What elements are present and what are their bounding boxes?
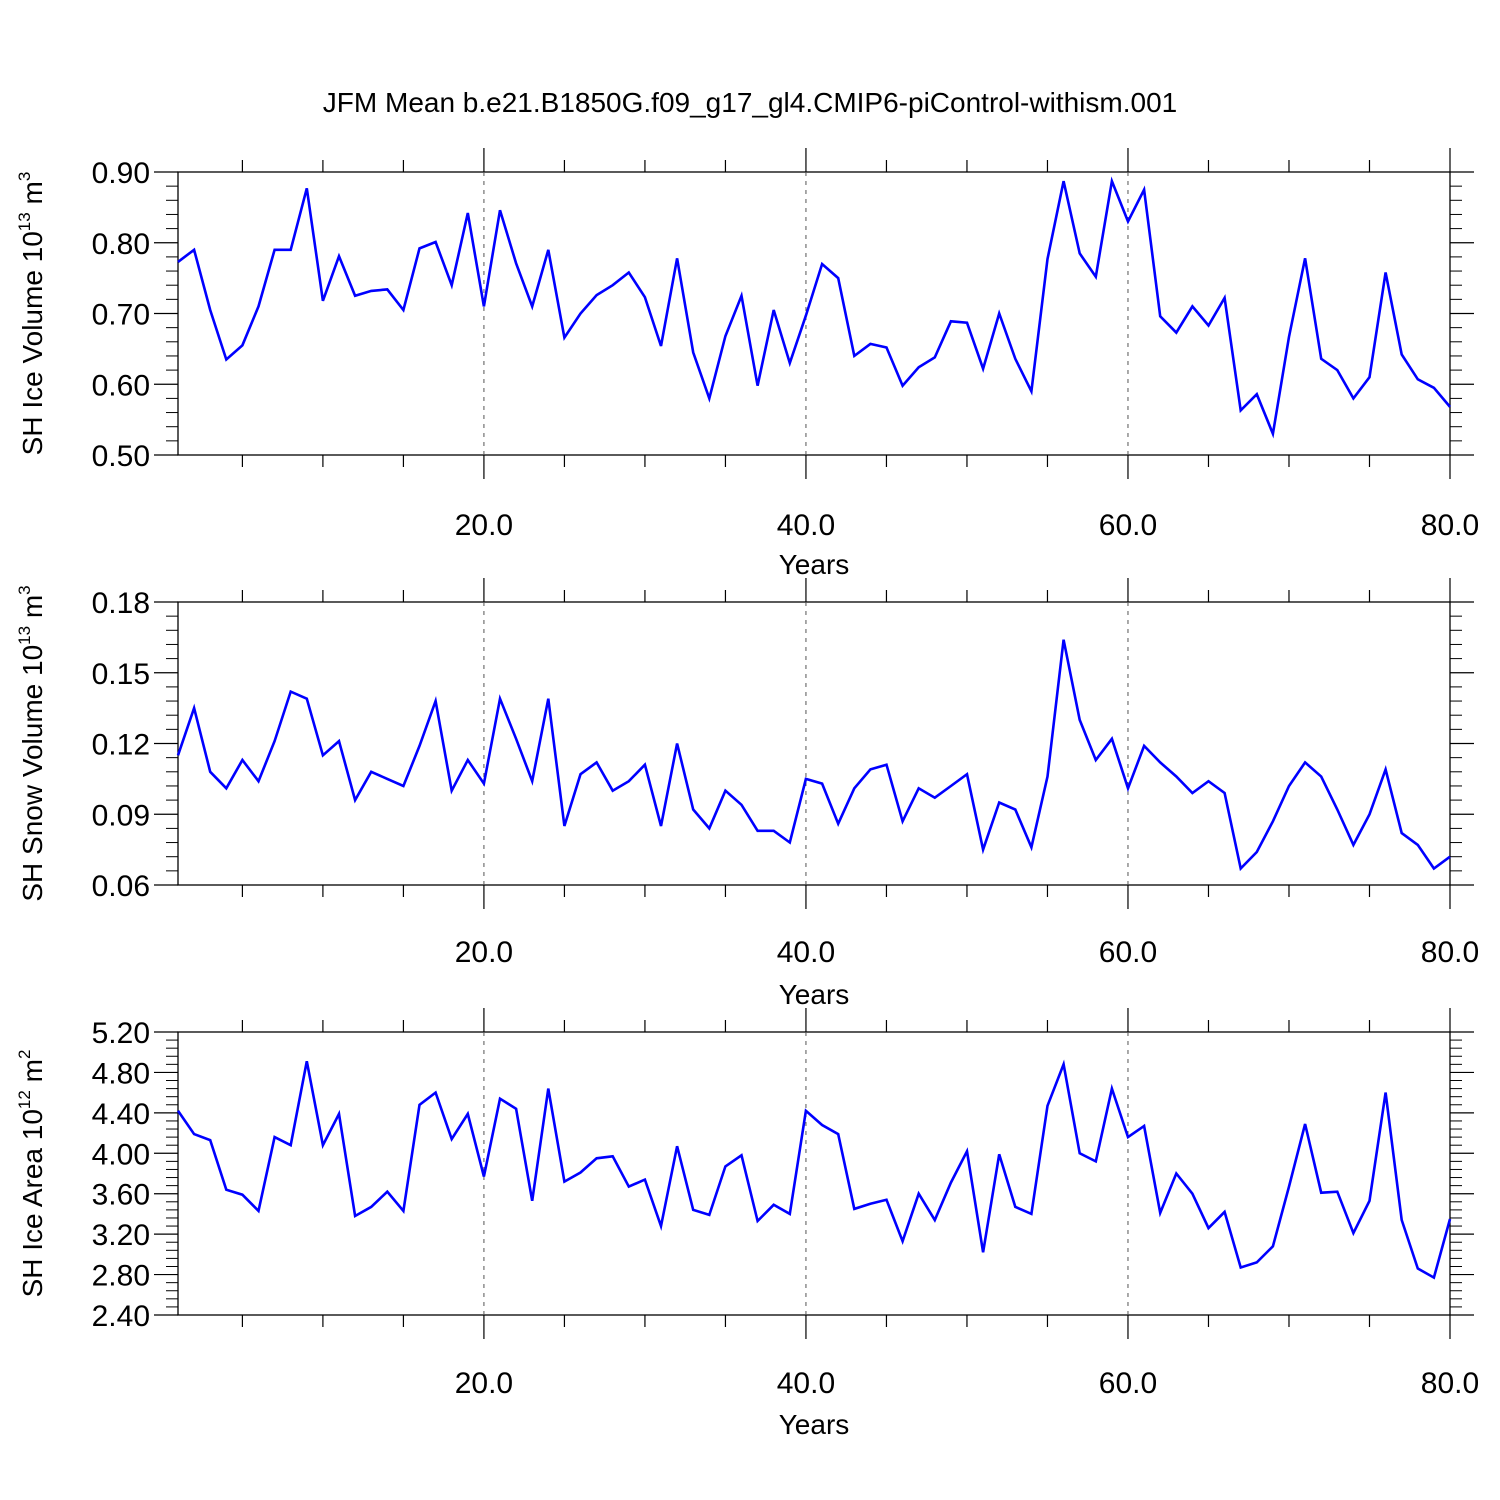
y-axis-label: SH Ice Volume 1013 m3 <box>15 172 48 456</box>
y-tick-label: 0.70 <box>92 299 150 332</box>
x-tick-label: 80.0 <box>1421 1367 1479 1400</box>
series-line <box>176 1059 1452 1280</box>
x-tick-label: 40.0 <box>777 1367 835 1400</box>
y-tick-label: 0.18 <box>92 587 150 620</box>
x-axis-label: Years <box>779 979 850 1010</box>
y-tick-label: 3.60 <box>92 1179 150 1212</box>
x-tick-label: 20.0 <box>455 1367 513 1400</box>
x-tick-label: 20.0 <box>455 509 513 542</box>
y-axis-label-superscript: 3 <box>15 585 34 594</box>
y-axis-label-part: SH Ice Volume 10 <box>17 231 48 455</box>
plot-frame <box>177 601 1451 886</box>
y-axis-label-part: m <box>17 181 48 212</box>
x-tick-label: 40.0 <box>777 936 835 969</box>
x-tick-label: 80.0 <box>1421 936 1479 969</box>
y-axis-label-superscript: 13 <box>15 626 34 645</box>
y-axis-label-part: m <box>17 1059 48 1090</box>
y-axis-label-superscript: 12 <box>15 1090 34 1109</box>
x-tick-label: 60.0 <box>1099 936 1157 969</box>
x-axis-label: Years <box>779 549 850 580</box>
y-axis-label: SH Ice Area 1012 m2 <box>15 1050 48 1298</box>
y-axis-label-part: SH Ice Area 10 <box>17 1109 48 1297</box>
plot-frame <box>177 171 1451 456</box>
y-tick-label: 4.80 <box>92 1057 150 1090</box>
x-tick-label: 40.0 <box>777 509 835 542</box>
y-tick-label: 2.80 <box>92 1260 150 1293</box>
y-tick-label: 0.09 <box>92 799 150 832</box>
y-tick-label: 0.12 <box>92 729 150 762</box>
x-tick-label: 60.0 <box>1099 1367 1157 1400</box>
figure-title: JFM Mean b.e21.B1850G.f09_g17_gl4.CMIP6-… <box>323 87 1177 118</box>
y-axis-label: SH Snow Volume 1013 m3 <box>15 585 48 901</box>
series-line <box>177 176 1451 439</box>
y-axis-label-superscript: 3 <box>15 172 34 181</box>
y-tick-label: 5.20 <box>92 1017 150 1050</box>
x-axis-label: Years <box>779 1409 850 1440</box>
chart-panel-2: 20.0 40.0 60.0 80.0 0.06 0.09 0.12 0.15 0.18 SH S… <box>15 578 1479 1010</box>
y-axis-label-superscript: 2 <box>15 1050 34 1059</box>
y-tick-label: 0.80 <box>92 228 150 261</box>
y-tick-label: 4.40 <box>92 1098 150 1131</box>
y-tick-label: 0.90 <box>92 157 150 190</box>
y-axis-label-part: SH Snow Volume 10 <box>17 645 48 902</box>
y-tick-label: 0.06 <box>92 870 150 903</box>
y-axis-label-superscript: 13 <box>15 212 34 231</box>
y-tick-label: 0.60 <box>92 369 150 402</box>
x-tick-label: 80.0 <box>1421 509 1479 542</box>
x-tick-label: 20.0 <box>455 936 513 969</box>
y-tick-label: 0.50 <box>92 440 150 473</box>
y-tick-label: 0.15 <box>92 658 150 691</box>
x-tick-label: 60.0 <box>1099 509 1157 542</box>
chart-panel-1: 20.0 40.0 60.0 80.0 0.50 0.60 0.70 0.80 0.90 SH I… <box>15 148 1479 580</box>
series-line <box>176 639 1451 872</box>
plot-frame <box>177 1031 1451 1316</box>
y-tick-label: 3.20 <box>92 1219 150 1252</box>
chart-panel-3: 20.0 40.0 60.0 80.0 2.40 2.80 3.20 3.60 4.00 4.40… <box>15 1008 1479 1440</box>
y-axis-label-part: m <box>17 595 48 626</box>
y-tick-label: 2.40 <box>92 1300 150 1333</box>
y-tick-label: 4.00 <box>92 1138 150 1171</box>
